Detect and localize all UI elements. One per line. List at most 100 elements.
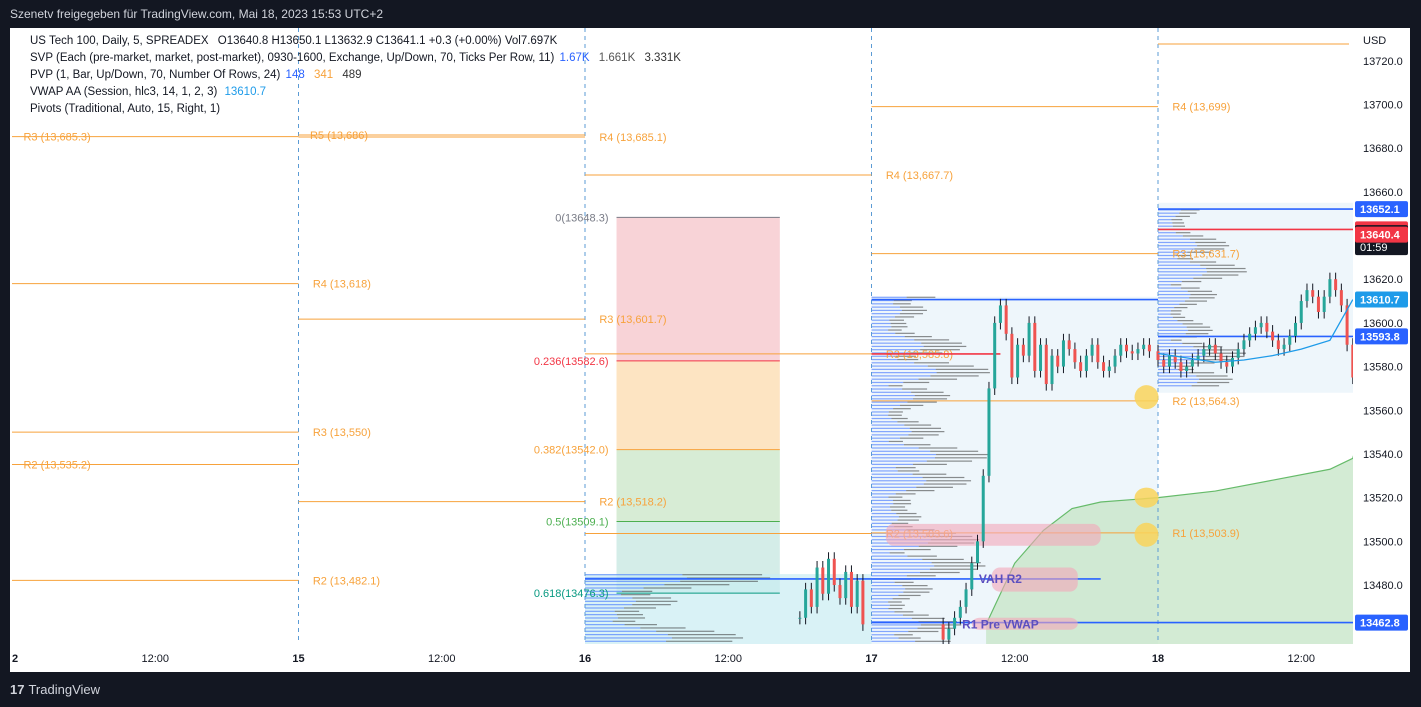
profile-18-dn-36 bbox=[1186, 326, 1211, 328]
profile-17-up-39 bbox=[871, 424, 905, 426]
candle-82 bbox=[1345, 305, 1349, 345]
legend-pvp-line[interactable]: PVP (1, Bar, Up/Down, 70, Number Of Rows… bbox=[28, 69, 362, 81]
profile-18-up-12 bbox=[1158, 248, 1195, 250]
profile-18-dn-43 bbox=[1202, 349, 1238, 351]
y-tick-label-6: 13600.0 bbox=[1363, 318, 1403, 330]
profile-18-dn-13 bbox=[1187, 251, 1212, 253]
profile-18-dn-37 bbox=[1188, 329, 1213, 332]
fib-label-0: 0(13648.3) bbox=[555, 212, 608, 224]
fib-zone-0 bbox=[616, 217, 780, 361]
profile-17-up-85 bbox=[871, 575, 907, 577]
candle-9 bbox=[849, 571, 853, 607]
profile-17-up-90 bbox=[871, 591, 904, 593]
profile-17-up-36 bbox=[871, 414, 889, 416]
profile-17-up-83 bbox=[871, 568, 930, 570]
legend-svp-line[interactable]: SVP (Each (pre-market, market, post-mark… bbox=[28, 52, 681, 64]
profile-17-dn-66 bbox=[896, 512, 917, 515]
profile-17-dn-5 bbox=[899, 313, 924, 315]
profile-18-up-35 bbox=[1158, 323, 1183, 325]
candle-78 bbox=[1322, 296, 1326, 312]
profile-18-dn-19 bbox=[1206, 271, 1247, 273]
profile-18-dn-22 bbox=[1181, 280, 1202, 283]
profile-18-dn-30 bbox=[1174, 307, 1188, 309]
profile-17-dn-69 bbox=[891, 522, 909, 524]
candle-12 bbox=[941, 624, 945, 640]
profile-17-up-105 bbox=[871, 640, 916, 642]
profile-17-dn-99 bbox=[918, 621, 957, 623]
profile-16-up-9 bbox=[585, 604, 633, 606]
profile-18-up-10 bbox=[1158, 241, 1196, 244]
profile-16-up-12 bbox=[585, 614, 617, 616]
candle-35 bbox=[1073, 349, 1077, 363]
legend-pivots-line[interactable]: Pivots (Traditional, Auto, 15, Right, 1) bbox=[28, 103, 220, 115]
profile-18-dn-0 bbox=[1180, 209, 1200, 211]
profile-17-up-58 bbox=[871, 486, 917, 488]
profile-17-dn-101 bbox=[917, 627, 956, 629]
chart-svg[interactable]: R3 (13,685.3) R2 (13,535.2) R5 (13,686) R4 … bbox=[10, 28, 1410, 672]
profile-16-dn-5 bbox=[621, 590, 653, 592]
candle-64 bbox=[1242, 340, 1246, 350]
yellow-marker-3 bbox=[1134, 522, 1159, 547]
profile-17-up-28 bbox=[871, 388, 903, 390]
profile-17-up-93 bbox=[871, 601, 889, 603]
profile-18-up-0 bbox=[1158, 209, 1181, 211]
tradingview-brand[interactable]: 17 TradingView bbox=[10, 682, 100, 697]
pivot-label-10: R3 (13,585.8) bbox=[886, 349, 953, 361]
profile-17-dn-45 bbox=[903, 444, 931, 446]
profile-17-dn-11 bbox=[895, 332, 915, 334]
legend-svp-v3: 3.331K bbox=[644, 52, 681, 64]
candle-68 bbox=[1265, 322, 1269, 332]
highlight-vah-pink bbox=[991, 567, 1078, 592]
candle-21 bbox=[993, 322, 997, 389]
profile-17-up-24 bbox=[871, 375, 931, 377]
profile-17-up-78 bbox=[871, 552, 890, 554]
chart-panel[interactable]: R3 (13,685.3) R2 (13,535.2) R5 (13,686) R4 … bbox=[10, 28, 1410, 672]
profile-17-dn-8 bbox=[890, 322, 907, 325]
pivot-label-12: R4 (13,699) bbox=[1172, 102, 1230, 114]
profile-16-dn-13 bbox=[618, 617, 646, 619]
profile-17-up-14 bbox=[871, 342, 922, 344]
profile-17-up-5 bbox=[871, 313, 900, 315]
profile-17-up-40 bbox=[871, 427, 910, 429]
profile-18-dn-28 bbox=[1184, 300, 1207, 302]
profile-16-dn-10 bbox=[624, 607, 656, 609]
profile-17-dn-41 bbox=[911, 431, 945, 433]
price-tag-label-4: 13610.7 bbox=[1360, 295, 1400, 307]
profile-17-up-84 bbox=[871, 571, 920, 574]
time-axis[interactable] bbox=[10, 644, 1353, 672]
profile-17-dn-81 bbox=[931, 562, 981, 564]
profile-17-dn-58 bbox=[916, 486, 953, 488]
profile-18-dn-34 bbox=[1177, 320, 1194, 322]
candle-22 bbox=[998, 305, 1002, 323]
profile-17-up-80 bbox=[871, 558, 923, 561]
profile-17-up-94 bbox=[871, 604, 890, 606]
profile-17-dn-57 bbox=[923, 483, 967, 485]
profile-17-dn-25 bbox=[918, 378, 958, 380]
profile-17-dn-64 bbox=[889, 506, 906, 508]
profile-18-up-42 bbox=[1158, 346, 1194, 348]
candle-77 bbox=[1316, 296, 1320, 312]
y-tick-label-0: 13480.0 bbox=[1363, 580, 1403, 592]
profile-18-up-54 bbox=[1158, 385, 1192, 387]
y-tick-label-3: 13540.0 bbox=[1363, 449, 1403, 461]
price-tag-5 bbox=[1355, 328, 1408, 345]
profile-17-up-2 bbox=[871, 303, 894, 305]
price-axis[interactable] bbox=[1353, 28, 1410, 672]
profile-16-dn-8 bbox=[635, 600, 678, 602]
profile-16-up-10 bbox=[585, 607, 625, 609]
legend-vwap-line[interactable]: VWAP AA (Session, hlc3, 14, 1, 2, 3) 136… bbox=[28, 86, 266, 98]
fib-label-4: 0.618(13476.3) bbox=[534, 588, 609, 600]
profile-18-up-14 bbox=[1158, 254, 1177, 257]
price-tag-0 bbox=[1355, 201, 1408, 218]
profile-18-up-13 bbox=[1158, 251, 1188, 253]
annotation-1: R1 Pre VWAP bbox=[962, 617, 1039, 631]
profile-17-dn-65 bbox=[891, 509, 908, 511]
legend-symbol-line[interactable]: US Tech 100, Daily, 5, SPREADEX O13640.8… bbox=[28, 35, 557, 47]
price-tag-label-3: 13640.4 bbox=[1360, 230, 1401, 242]
profile-17-dn-50 bbox=[926, 460, 973, 462]
profile-16-up-4 bbox=[585, 587, 644, 589]
profile-17-dn-18 bbox=[895, 355, 916, 357]
profile-17-dn-79 bbox=[907, 555, 937, 557]
profile-17-up-79 bbox=[871, 555, 908, 557]
profile-17-dn-16 bbox=[920, 349, 960, 351]
